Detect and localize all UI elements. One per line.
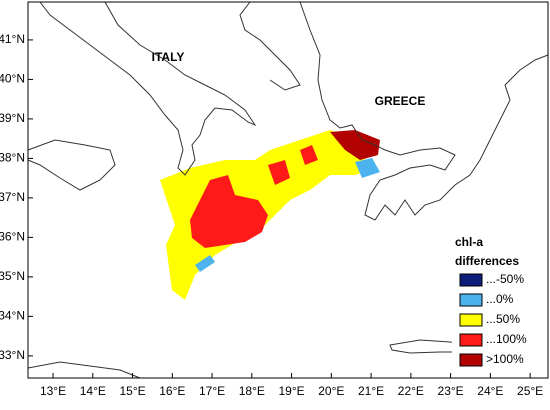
x-tick-label: 20°E [318, 384, 344, 398]
coastlines [27, 1, 549, 379]
x-tick-label: 19°E [278, 384, 304, 398]
legend-label: ...50% [486, 312, 520, 326]
legend-label: ...-50% [486, 272, 524, 286]
legend-swatch [459, 293, 483, 307]
region-darkred [330, 130, 380, 160]
x-tick-label: 13°E [40, 384, 66, 398]
x-tick-label: 17°E [199, 384, 225, 398]
y-tick-label: 34°N [0, 309, 25, 323]
y-tick-label: 38°N [0, 151, 25, 165]
legend-title: chl-a [455, 235, 483, 249]
region-red [300, 145, 318, 165]
legend-swatch [459, 353, 483, 367]
coastline-balkans [299, 1, 549, 221]
y-tick-label: 33°N [0, 348, 25, 362]
legend-label: ...100% [486, 332, 527, 346]
y-tick-label: 37°N [0, 190, 25, 204]
legend-swatch [459, 273, 483, 287]
coastline-italy-east [239, 1, 301, 91]
x-tick-label: 24°E [477, 384, 503, 398]
y-tick-label: 40°N [0, 72, 25, 86]
data-field [160, 130, 380, 300]
y-tick-label: 35°N [0, 269, 25, 283]
x-tick-label: 14°E [80, 384, 106, 398]
legend-swatch [459, 313, 483, 327]
map-frame [27, 1, 549, 379]
x-tick-label: 21°E [358, 384, 384, 398]
legend-title: differences [455, 254, 519, 268]
x-tick-label: 16°E [159, 384, 185, 398]
region-red [268, 160, 290, 185]
region-red [190, 175, 268, 248]
legend-label: >100% [486, 352, 524, 366]
legend-label: ...0% [486, 292, 514, 306]
y-tick-label: 41°N [0, 32, 25, 46]
x-tick-label: 23°E [438, 384, 464, 398]
place-label: ITALY [152, 50, 185, 64]
coastline-italy [39, 1, 257, 176]
x-tick-label: 25°E [517, 384, 543, 398]
place-label: GREECE [375, 94, 426, 108]
region-blue [355, 158, 380, 178]
x-tick-label: 22°E [398, 384, 424, 398]
y-tick-label: 39°N [0, 111, 25, 125]
x-tick-label: 15°E [119, 384, 145, 398]
y-tick-label: 36°N [0, 230, 25, 244]
x-tick-label: 18°E [239, 384, 265, 398]
region-blue [195, 255, 215, 272]
coastline-sicily [27, 139, 116, 191]
coastline-africa [27, 361, 141, 379]
legend-swatch [459, 333, 483, 347]
